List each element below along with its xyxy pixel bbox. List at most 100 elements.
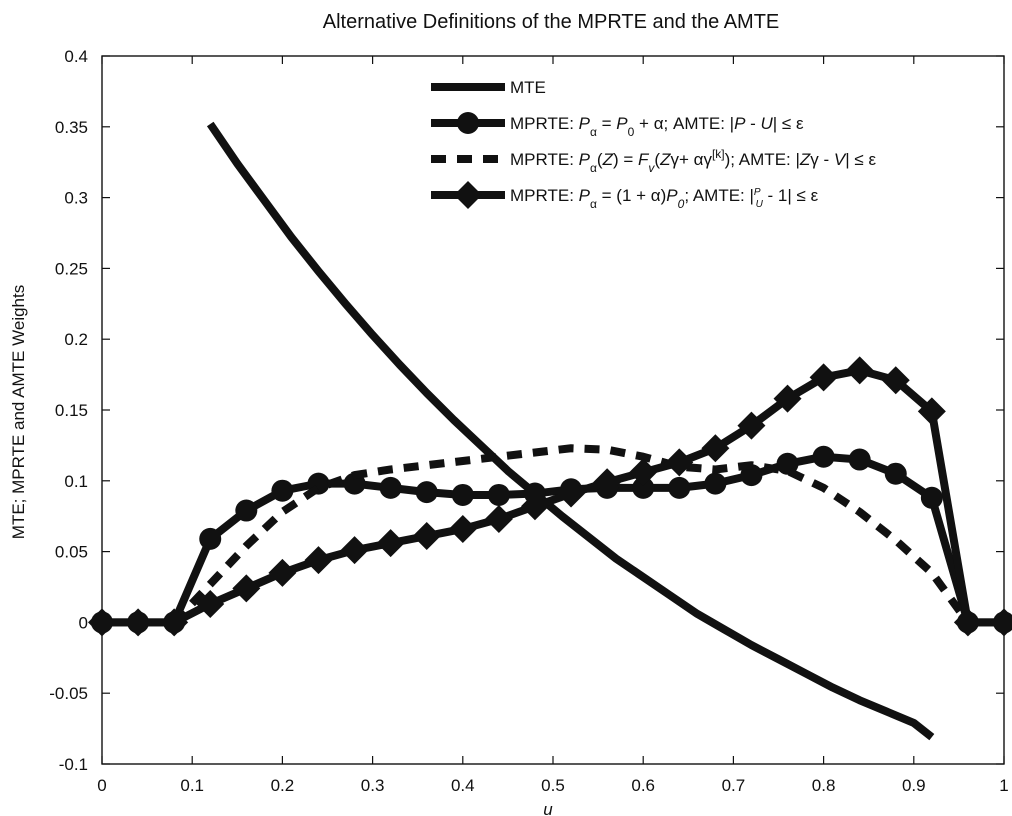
- x-tick-label: 1: [999, 776, 1008, 795]
- x-tick-label: 0.6: [631, 776, 655, 795]
- legend-segment: P: [579, 150, 591, 169]
- y-tick-label: 0.1: [64, 472, 88, 491]
- data-point: [415, 481, 438, 504]
- y-tick-label: 0.2: [64, 330, 88, 349]
- legend-segment: 0: [628, 125, 635, 139]
- data-point: [304, 546, 333, 575]
- legend-segment: (: [597, 150, 603, 169]
- legend-marker: [454, 181, 482, 209]
- data-point: [668, 476, 691, 499]
- legend-segment: MPRTE:: [510, 186, 579, 205]
- y-tick-label: -0.1: [59, 755, 88, 774]
- y-tick-label: 0.3: [64, 189, 88, 208]
- legend-segment: ); AMTE: |: [725, 150, 800, 169]
- data-point: [412, 522, 441, 551]
- legend-segment: =: [597, 114, 616, 133]
- legend: MTE MPRTE: Pα = P0 + α; AMTE: |P - U| ≤ ε…: [431, 78, 876, 211]
- data-point: [665, 448, 694, 477]
- legend-segment: P: [734, 114, 746, 133]
- x-tick-label: 0.4: [451, 776, 475, 795]
- y-tick-label: 0: [79, 613, 88, 632]
- data-point: [268, 558, 297, 587]
- data-point: [451, 483, 474, 506]
- data-point: [448, 514, 477, 543]
- y-tick-label: 0.4: [64, 47, 88, 66]
- legend-segment: -: [745, 114, 760, 133]
- legend-label-3: MPRTE: Pα(Z) = Fv(Zγ+ αγ[k]); AMTE: |Zγ …: [510, 147, 876, 175]
- legend-segment: Z: [799, 150, 811, 169]
- data-point: [593, 468, 622, 497]
- legend-segment: ; AMTE: |: [684, 186, 754, 205]
- legend-segment: = (1 + α): [597, 186, 666, 205]
- data-point: [704, 472, 727, 495]
- data-point: [884, 462, 907, 485]
- x-tick-label: 0.7: [722, 776, 746, 795]
- legend-segment: α: [590, 197, 597, 211]
- data-point: [232, 574, 261, 603]
- data-point: [920, 486, 943, 509]
- data-point: [520, 492, 549, 521]
- data-point: [773, 384, 802, 413]
- legend-fraction-numerator: P: [754, 187, 761, 198]
- plot-area: [102, 56, 1004, 764]
- legend-segment: MTE: [510, 78, 546, 97]
- data-point: [953, 608, 982, 637]
- legend-segment: Z: [659, 150, 671, 169]
- x-tick-label: 0.8: [812, 776, 836, 795]
- legend-segment: P: [579, 186, 591, 205]
- x-tick-label: 0.9: [902, 776, 926, 795]
- x-axis-label: u: [543, 800, 553, 816]
- legend-segment: γ+ αγ: [670, 150, 712, 169]
- data-point: [632, 476, 655, 499]
- legend-segment: P: [579, 114, 591, 133]
- legend-segment: V: [834, 150, 847, 169]
- data-point: [917, 397, 946, 426]
- data-point: [990, 608, 1012, 637]
- data-point: [124, 608, 153, 637]
- legend-segment: v: [648, 161, 655, 175]
- legend-segment: U: [761, 114, 774, 133]
- legend-segment: α: [590, 125, 597, 139]
- legend-fraction-denominator: U: [756, 199, 764, 210]
- data-point: [487, 483, 510, 506]
- legend-segment: P: [666, 186, 678, 205]
- data-point: [737, 411, 766, 440]
- x-tick-label: 0.2: [271, 776, 295, 795]
- data-point: [484, 505, 513, 534]
- legend-segment: 0: [678, 197, 685, 211]
- legend-segment: ) =: [613, 150, 638, 169]
- legend-segment: F: [638, 150, 650, 169]
- plot-frame: [101, 55, 1005, 765]
- x-tick-label: 0.1: [180, 776, 204, 795]
- legend-segment: (: [654, 150, 660, 169]
- data-point: [881, 366, 910, 395]
- legend-segment: Z: [602, 150, 614, 169]
- data-point: [557, 479, 586, 508]
- data-point: [196, 589, 225, 618]
- legend-segment: MPRTE:: [510, 150, 579, 169]
- data-point: [809, 363, 838, 392]
- legend-segment: | ≤ ε: [773, 114, 804, 133]
- data-point: [701, 434, 730, 463]
- legend-segment: - 1| ≤ ε: [763, 186, 819, 205]
- legend-segment: | ≤ ε: [845, 150, 876, 169]
- data-point: [199, 527, 222, 550]
- legend-label-2: MPRTE: Pα = P0 + α; AMTE: |P - U| ≤ ε: [510, 114, 804, 139]
- data-point: [812, 445, 835, 468]
- data-point: [160, 608, 189, 637]
- legend-segment: P: [616, 114, 628, 133]
- x-tick-label: 0: [97, 776, 106, 795]
- data-point: [340, 536, 369, 565]
- chart-title: Alternative Definitions of the MPRTE and…: [323, 11, 780, 33]
- y-tick-label: 0.15: [55, 401, 88, 420]
- y-axis-label: MTE; MPRTE and AMTE Weights: [9, 285, 28, 539]
- legend-marker: [457, 112, 479, 134]
- series-line-mprte-p-z-fv-z-k-amte-z-v: [171, 444, 972, 626]
- y-tick-label: 0.35: [55, 118, 88, 137]
- y-tick-label: 0.05: [55, 543, 88, 562]
- data-point: [379, 476, 402, 499]
- y-tick-label: -0.05: [49, 684, 88, 703]
- data-point: [848, 448, 871, 471]
